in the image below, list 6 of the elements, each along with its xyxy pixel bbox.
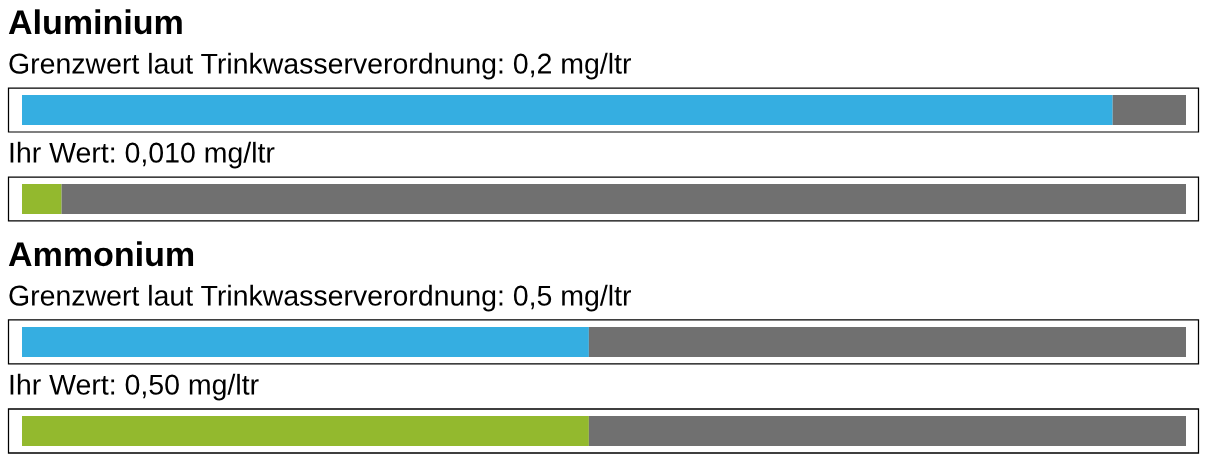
y-tick-label: Ihr Wert: 0,010 mg/ltr	[10, 141, 275, 169]
y-tick-label: Grenzwert laut Trinkwasserverordnung: 0,2 mg/ltr	[9, 52, 631, 80]
chart-title: Aluminium	[8, 9, 182, 35]
y-tick-label: Ihr Wert: 0,50 mg/ltr	[10, 373, 259, 401]
chart-title: Ammonium	[8, 241, 194, 267]
y-tick-label: Grenzwert laut Trinkwasserverordnung: 0,5 mg/ltr	[9, 284, 631, 312]
